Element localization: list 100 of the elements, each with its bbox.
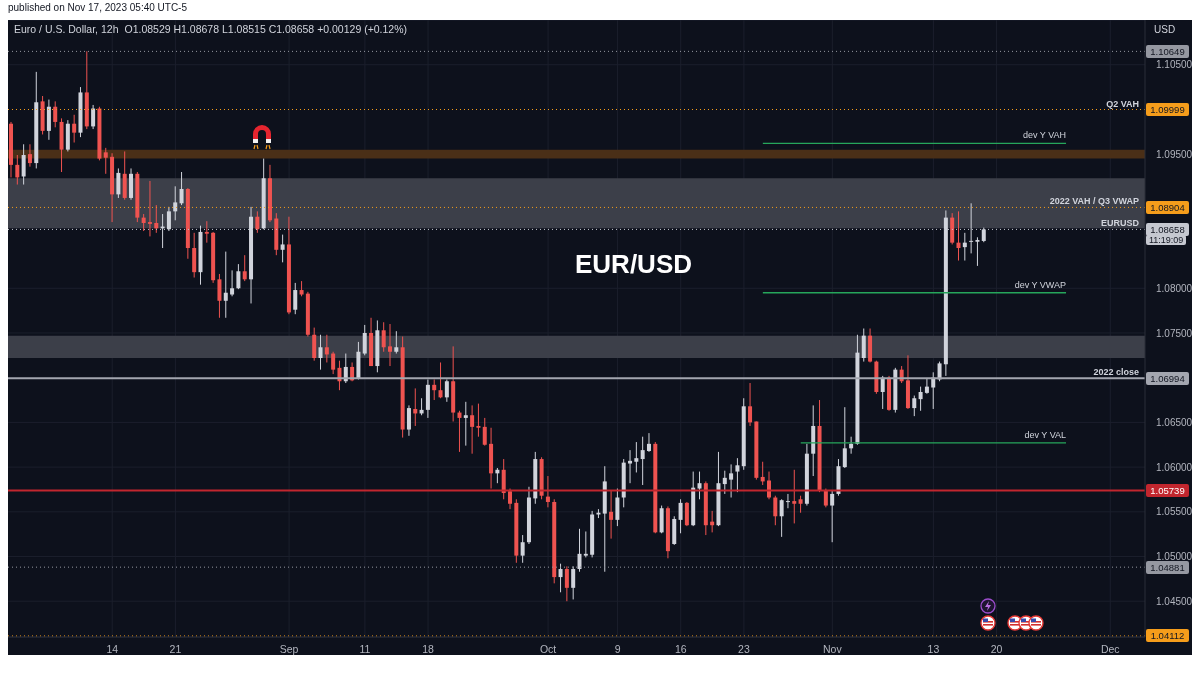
candlestick (15, 154, 20, 186)
candlestick (697, 471, 702, 500)
candlestick (628, 449, 633, 484)
candlestick (640, 436, 645, 486)
candlestick (394, 330, 399, 355)
candlestick (463, 401, 468, 447)
candlestick (53, 100, 58, 128)
candlestick (217, 273, 222, 319)
candlestick (438, 361, 443, 399)
candlestick (318, 334, 323, 371)
candlestick (388, 323, 392, 367)
candlestick (956, 210, 961, 262)
candlestick (331, 351, 336, 375)
candlestick (204, 220, 209, 244)
candlestick (924, 378, 929, 395)
candlestick (918, 386, 923, 412)
chart-title: Euro / U.S. Dollar, 12h (14, 23, 119, 35)
x-tick-label: 21 (169, 643, 182, 655)
candlestick (457, 410, 462, 453)
candlestick (293, 282, 298, 315)
ref-line-label: Q2 VAH (1106, 98, 1139, 109)
y-tick-label: 1.04500 (1156, 595, 1193, 607)
candlestick (722, 470, 727, 495)
candlestick (735, 457, 740, 493)
candlestick (861, 328, 866, 363)
y-tick-label: 1.07500 (1156, 327, 1193, 339)
x-tick-label: 14 (106, 643, 119, 655)
candlestick (21, 143, 26, 186)
candlestick (147, 180, 152, 237)
annotation: 1.04112 (1146, 629, 1189, 643)
candlestick (312, 327, 317, 362)
candlestick (785, 493, 790, 509)
candlestick (773, 495, 778, 526)
candlestick (103, 147, 108, 175)
y-axis-title: USD (1154, 24, 1176, 35)
candlestick (470, 404, 475, 455)
candlestick (564, 565, 569, 602)
annotation: 1.08658 (1146, 222, 1189, 236)
candlestick (748, 382, 753, 427)
candlestick (72, 114, 77, 144)
candlestick (406, 404, 411, 437)
chart-subtitle: O1.08529 H1.08678 L1.08515 C1.08658 +0.00129 (+0.12%) (124, 23, 408, 35)
candlestick (545, 475, 550, 508)
text: published on Nov 17, 2023 05:40 UTC-5 (8, 2, 188, 13)
x-tick-label: 13 (927, 643, 940, 655)
annotation: 1.10649 (1146, 44, 1189, 58)
ref-line-label: 2022 close (1093, 367, 1139, 378)
y-tick-label: 1.10500 (1156, 59, 1193, 71)
candlestick (842, 406, 847, 469)
candlestick (154, 204, 159, 234)
y-tick-label: 1.06000 (1156, 461, 1193, 473)
candlestick (577, 528, 582, 573)
x-tick-label: Oct (539, 643, 557, 655)
candlestick (520, 534, 525, 564)
series-label: dev Y VAH (1023, 130, 1067, 141)
candlestick (830, 489, 835, 543)
candlestick (444, 378, 449, 403)
candlestick (931, 371, 936, 410)
x-tick-label: 18 (422, 643, 435, 655)
y-tick-label: 1.08000 (1156, 282, 1193, 294)
x-tick-label: Nov (822, 643, 843, 655)
candlestick (729, 463, 734, 498)
candlestick (27, 143, 32, 168)
candlestick (116, 167, 121, 199)
candlestick (255, 210, 260, 234)
y-tick-label: 1.05000 (1156, 551, 1193, 563)
x-tick-label: 16 (674, 643, 687, 655)
x-tick-label: Sep (279, 643, 299, 655)
candlestick (634, 441, 639, 473)
y-tick-label: 1.09500 (1156, 148, 1193, 160)
candlestick (230, 269, 235, 297)
candlestick (646, 432, 651, 453)
candlestick (779, 498, 784, 538)
candlestick (975, 236, 980, 267)
candlestick (609, 489, 614, 540)
annotation: 1.08904 (1146, 200, 1189, 214)
ref-line-label: 2022 VAH / Q3 VWAP (1049, 196, 1139, 207)
candlestick (571, 565, 576, 600)
candlestick (179, 171, 184, 206)
candlestick (432, 378, 437, 401)
annotation: 1.06994 (1146, 371, 1189, 385)
candlestick (362, 324, 367, 356)
y-tick-label: 1.05500 (1156, 506, 1193, 518)
annotation: 1.09999 (1146, 103, 1189, 116)
x-tick-label: 23 (738, 643, 750, 655)
candlestick (242, 254, 247, 282)
candlestick (678, 498, 683, 534)
x-tick-label: 11 (359, 643, 371, 655)
y-tick-label: 1.06500 (1156, 416, 1193, 428)
annotation: 1.04881 (1146, 560, 1189, 574)
text: 11:19:09 (1146, 235, 1187, 245)
candlestick (912, 395, 917, 417)
series-label: dev Y VAL (1024, 429, 1067, 440)
candlestick (482, 417, 487, 447)
x-tick-label: 9 (614, 643, 621, 655)
x-tick-label: Dec (1100, 643, 1120, 655)
candlestick (880, 375, 885, 410)
candlestick (223, 251, 228, 319)
ref-line-label: EURUSD (1100, 218, 1140, 229)
candlestick (280, 234, 285, 263)
